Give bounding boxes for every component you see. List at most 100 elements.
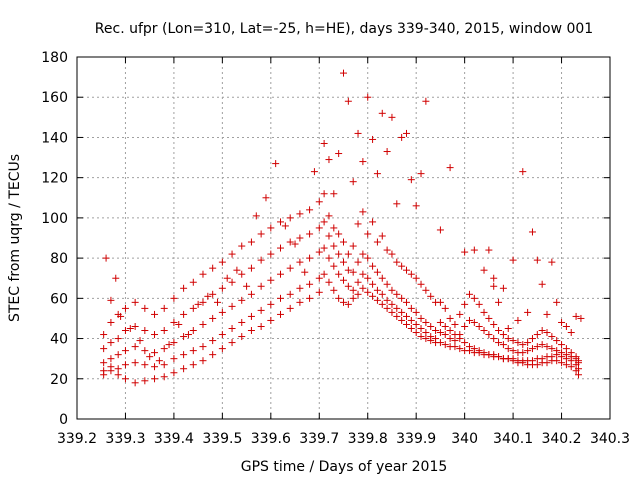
data-point [509,256,517,264]
data-point [340,276,347,284]
data-point [461,248,469,256]
data-point [364,274,372,282]
data-point [349,178,357,186]
data-point [364,93,372,101]
data-point [160,304,168,312]
data-point [315,224,323,232]
data-point [470,318,478,326]
data-point [335,230,343,238]
x-axis-title: GPS time / Days of year 2015 [241,459,448,475]
data-point [349,294,357,302]
data-point [417,170,425,178]
data-point [141,361,149,369]
data-point [121,347,129,355]
data-point [562,345,570,353]
data-point [233,266,241,274]
data-point [575,365,583,373]
data-point [553,337,561,345]
data-point [543,329,551,337]
data-point [218,308,226,316]
data-point [378,232,386,240]
data-point [364,230,372,238]
data-point [344,250,352,258]
data-point [344,282,352,290]
data-point [441,322,449,330]
data-point [151,349,159,357]
data-point [325,232,333,240]
data-point [306,230,314,238]
data-point [315,248,323,256]
data-point [402,266,410,274]
data-point [330,224,338,232]
data-point [330,262,338,270]
data-point [369,262,377,270]
data-point [533,256,541,264]
data-point [495,353,503,361]
data-point [446,327,454,335]
data-point [407,176,415,184]
data-point [412,202,420,210]
data-point [170,355,178,363]
data-point [441,341,449,349]
data-point [151,331,159,339]
x-tick-label: 339.8 [348,431,388,447]
data-point [383,148,391,156]
data-point [107,363,115,371]
data-point [543,310,551,318]
data-point [349,242,357,250]
data-point [160,373,168,381]
data-point [446,164,454,172]
data-point [417,314,425,322]
chart-title: Rec. ufpr (Lon=310, Lat=-25, h=HE), days… [95,21,593,37]
data-point [412,308,420,316]
data-point [281,222,289,230]
data-point [107,339,115,347]
y-tick-label: 60 [50,291,68,307]
data-point [461,322,469,330]
data-point [354,290,362,298]
grid [77,57,610,419]
data-point [131,379,139,387]
data-point [100,367,108,375]
data-point [286,214,294,222]
data-point [349,286,357,294]
data-point [393,258,401,266]
data-point [383,296,391,304]
data-point [257,306,265,314]
data-point [456,310,464,318]
data-point [393,312,401,320]
data-point [548,353,556,361]
data-point [199,320,207,328]
y-tick-label: 160 [41,90,68,106]
data-point [310,168,318,176]
data-point [504,325,512,332]
data-point [228,302,236,310]
data-point [267,316,275,324]
data-point [388,308,396,316]
data-point [485,331,493,339]
data-point [296,258,304,266]
data-point [344,97,352,105]
data-point [272,160,280,168]
data-point [499,341,507,349]
data-point [320,218,328,226]
data-point [277,294,285,302]
data-point [407,316,415,324]
data-point [189,304,197,312]
data-point [320,139,328,147]
data-point [373,170,381,178]
data-point [335,270,343,278]
data-point [364,254,372,262]
data-point [114,371,122,379]
data-point [243,282,251,290]
data-point [238,318,246,326]
x-tick-label: 340.1 [493,431,533,447]
data-point [286,264,294,272]
data-point [349,268,357,276]
data-point [117,312,125,320]
data-point [141,377,149,385]
data-point [567,353,575,361]
data-point [562,361,570,369]
data-point [543,359,551,367]
y-tick-label: 180 [41,50,68,66]
